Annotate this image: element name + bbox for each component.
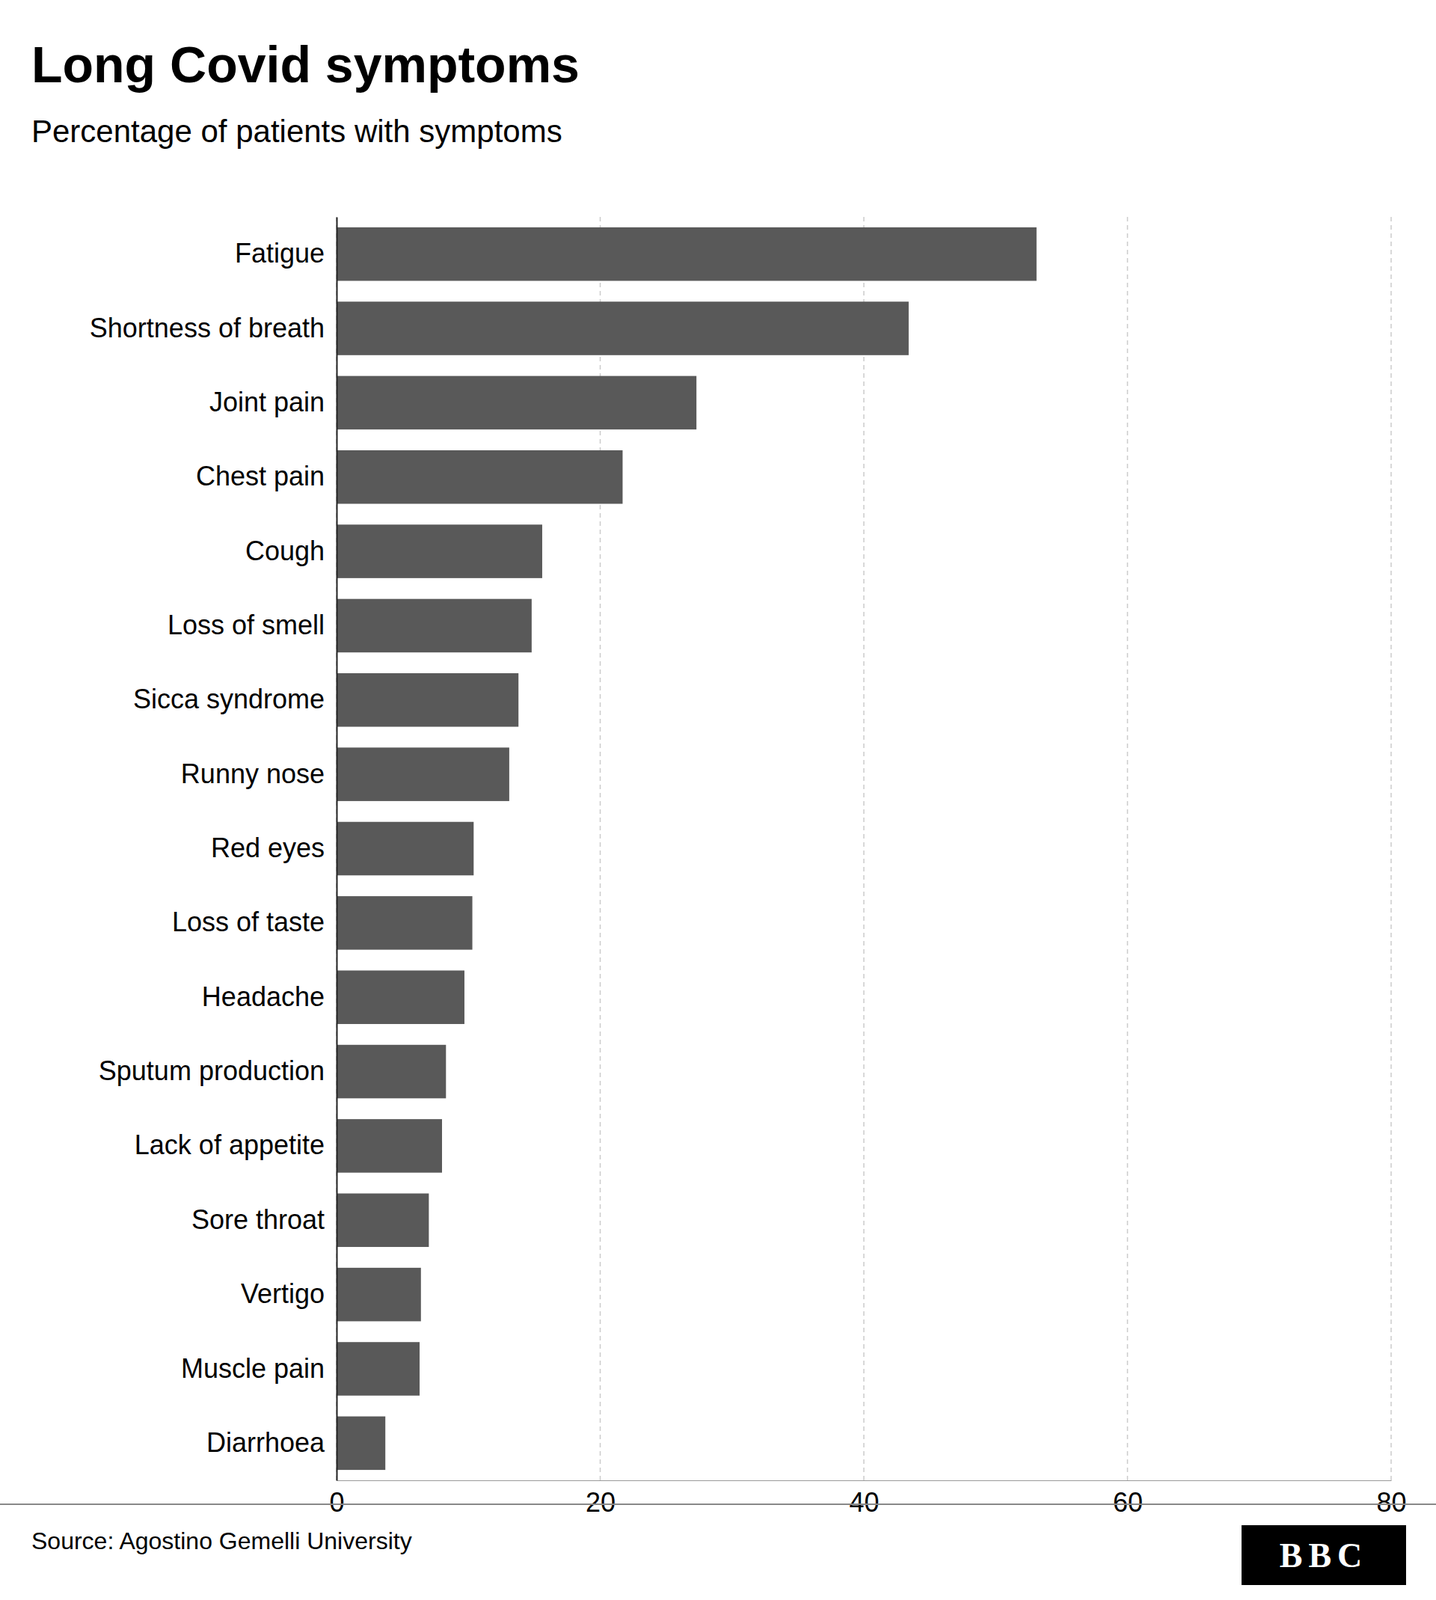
y-tick: Runny nose (180, 758, 337, 790)
y-tick-label: Diarrhoea (206, 1427, 326, 1458)
bar (336, 673, 519, 727)
y-tick: Muscle pain (180, 1352, 337, 1383)
y-tick-label: Lack of appetite (134, 1129, 325, 1161)
x-tick: 80 (1376, 1480, 1407, 1518)
bar (336, 747, 510, 802)
y-tick-label: Loss of smell (167, 609, 325, 641)
bar (336, 301, 909, 356)
x-tick: 60 (1112, 1480, 1143, 1518)
x-tick: 20 (585, 1480, 616, 1518)
y-tick: Chest pain (195, 460, 337, 492)
grid-line (335, 216, 338, 1481)
y-tick: Fatigue (234, 237, 337, 269)
y-tick-label: Joint pain (209, 386, 325, 418)
y-tick: Vertigo (240, 1278, 337, 1309)
y-tick: Headache (201, 981, 337, 1012)
bar (336, 1341, 420, 1396)
x-axis-line (337, 1480, 1392, 1481)
logo-text: BBC (1279, 1536, 1369, 1575)
grid-line (1390, 216, 1392, 1481)
y-tick: Joint pain (209, 386, 337, 418)
bar (336, 450, 623, 505)
bar (336, 1118, 443, 1173)
y-tick: Sore throat (191, 1204, 337, 1235)
x-tick-label: 60 (1112, 1486, 1143, 1518)
y-tick: Cough (245, 535, 337, 567)
y-tick: Sputum production (98, 1055, 337, 1086)
x-tick-label: 80 (1376, 1486, 1407, 1518)
bars (336, 227, 1037, 1470)
bar (336, 376, 697, 431)
title: Long Covid symptoms (31, 35, 580, 93)
bar (336, 896, 473, 950)
y-tick-label: Fatigue (234, 237, 325, 269)
bar (336, 227, 1037, 282)
y-tick: Lack of appetite (134, 1129, 337, 1161)
y-axis: Fatigue Shortness of breath Joint pain Ches… (89, 217, 338, 1481)
y-tick-label: Red eyes (210, 832, 325, 864)
y-tick-label: Runny nose (180, 758, 325, 790)
x-tick-label: 20 (585, 1486, 616, 1518)
y-tick: Sicca syndrome (133, 683, 337, 715)
logo: BBC (1241, 1525, 1407, 1585)
source: Source: Agostino Gemelli University (31, 1527, 413, 1555)
plot: 0 20 40 60 80 Fatigue Shortness of breath Joint… (89, 216, 1407, 1518)
y-tick: Loss of taste (172, 906, 337, 938)
y-tick-label: Sicca syndrome (133, 683, 325, 715)
grid-line (863, 216, 865, 1481)
bar (336, 1416, 386, 1471)
y-tick-label: Cough (245, 535, 325, 567)
bar (336, 1267, 422, 1322)
y-tick-label: Headache (201, 981, 325, 1012)
subtitle: Percentage of patients with symptoms (31, 113, 563, 149)
x-tick-label: 0 (329, 1486, 345, 1518)
y-tick-label: Sputum production (98, 1055, 325, 1086)
y-tick-label: Sore throat (191, 1204, 325, 1235)
footer-line (0, 1503, 1436, 1505)
y-tick-label: Vertigo (240, 1278, 325, 1309)
logo-box (1241, 1525, 1407, 1585)
y-tick: Shortness of breath (89, 312, 337, 344)
y-tick: Red eyes (210, 832, 337, 864)
y-tick-label: Chest pain (195, 460, 325, 492)
x-tick-label: 40 (848, 1486, 879, 1518)
x-axis: 0 20 40 60 80 (329, 1480, 1407, 1518)
y-axis-line (336, 217, 339, 1481)
grid (336, 216, 1392, 1481)
grid-line (1127, 216, 1129, 1481)
y-tick: Loss of smell (167, 609, 337, 641)
y-tick-label: Shortness of breath (89, 312, 325, 344)
y-tick-label: Loss of taste (172, 906, 325, 938)
bar (336, 970, 465, 1024)
bar (336, 524, 543, 579)
bar (336, 821, 474, 876)
chart: Long Covid symptoms Percentage of patient… (0, 0, 1436, 1600)
x-tick: 40 (848, 1480, 879, 1518)
y-tick: Diarrhoea (206, 1427, 337, 1458)
bar (336, 1044, 446, 1099)
bar (336, 599, 532, 653)
y-tick-label: Muscle pain (180, 1352, 325, 1383)
x-tick: 0 (329, 1480, 345, 1518)
bar (336, 1192, 429, 1247)
